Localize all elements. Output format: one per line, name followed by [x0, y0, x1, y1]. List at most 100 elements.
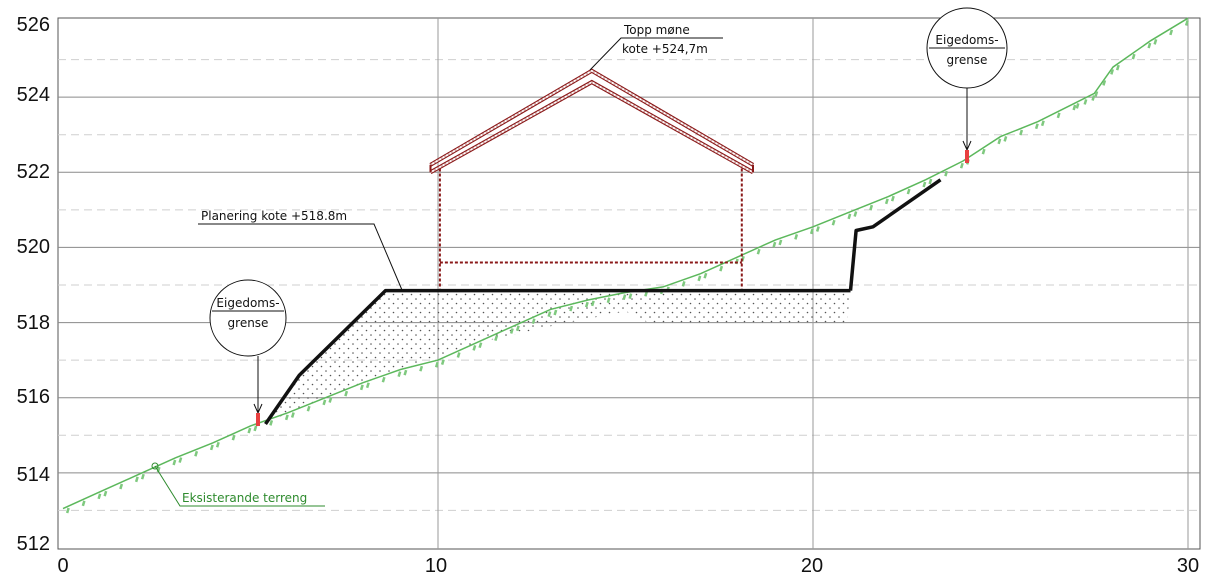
- fill-area: [265, 290, 851, 424]
- terrain-hatch-mark: [478, 342, 483, 349]
- terrain-hatch-mark: [547, 311, 552, 317]
- terrain-hatch-mark: [359, 384, 364, 391]
- terrain-hatch-mark: [890, 195, 895, 202]
- annotation-terrain-leader: [154, 465, 325, 507]
- x-axis-ticks: 0 10 20 30: [57, 555, 1199, 577]
- terrain-hatch-mark: [103, 490, 108, 497]
- terrain-hatch-mark: [847, 213, 852, 220]
- boundary-left-line-2: grense: [228, 316, 269, 330]
- fill-layer: [265, 290, 851, 424]
- annotation-ridge-line-2: kote +524,7m: [622, 42, 708, 56]
- major-grid: [58, 18, 1200, 549]
- terrain-hatch-mark: [344, 390, 349, 397]
- terrain-hatch-mark: [472, 345, 477, 351]
- y-tick-label-516: 516: [17, 386, 50, 408]
- terrain-hatch-mark: [65, 507, 70, 514]
- terrain-hatch-mark: [419, 365, 424, 372]
- terrain-hatch-mark: [778, 239, 783, 246]
- terrain-hatch-mark: [622, 294, 627, 300]
- terrain-hatch-mark: [381, 376, 386, 383]
- terrain-hatch-mark: [209, 444, 214, 451]
- terrain-hatch-mark: [772, 241, 777, 248]
- terrain-hatch-mark: [869, 204, 874, 211]
- terrain-hatch-mark: [172, 459, 177, 466]
- y-tick-label-512: 512: [17, 533, 50, 555]
- terrain-hatch-mark: [1091, 95, 1096, 101]
- roof-inner: [430, 81, 754, 174]
- terrain-hatch-mark: [906, 188, 911, 195]
- terrain-hatch-mark: [584, 301, 589, 308]
- x-tick-label-3: 30: [1177, 555, 1199, 577]
- terrain-hatch-mark: [1131, 53, 1136, 60]
- terrain-hatch-mark: [509, 328, 514, 334]
- terrain-hatch-mark: [697, 275, 702, 282]
- terrain-hatch-mark: [1075, 103, 1080, 109]
- annotation-terrain: Eksisterande terreng: [151, 462, 325, 507]
- annotation-ridge: Topp møne kote +524,7m: [589, 23, 723, 71]
- annotation-grading-leader: [198, 223, 403, 291]
- terrain-hatch-mark: [1040, 120, 1045, 127]
- annotation-grading: Planering kote +518.8m: [198, 209, 403, 291]
- annotation-terrain-text: Eksisterande terreng: [182, 491, 307, 505]
- terrain-hatch-mark: [456, 352, 461, 358]
- terrain-hatch-mark: [553, 309, 558, 316]
- y-tick-label-518: 518: [17, 312, 50, 334]
- annotation-grading-text: Planering kote +518.8m: [201, 209, 347, 223]
- terrain-hatch-mark: [1072, 104, 1077, 111]
- terrain-hatch-mark: [140, 473, 145, 480]
- y-tick-label-524: 524: [17, 84, 50, 106]
- terrain-hatch-mark: [365, 382, 370, 389]
- terrain-hatch-mark: [606, 297, 611, 304]
- boundary-left-line-1: Eigedoms-: [216, 296, 279, 310]
- y-axis-ticks: 512 514 516 518 520 522 524 526: [17, 14, 50, 555]
- roof-inner-dash: [429, 79, 754, 175]
- terrain-hatch-mark: [703, 272, 708, 279]
- terrain-hatch-mark: [981, 148, 986, 155]
- terrain-hatch-mark: [809, 228, 814, 235]
- terrain-hatch-mark: [306, 405, 311, 412]
- y-tick-label-514: 514: [17, 464, 50, 486]
- terrain-hatch-mark: [134, 476, 139, 483]
- terrain-hatch-mark: [884, 198, 889, 205]
- annotation-ridge-leader: [589, 37, 723, 71]
- boundary-left-marker: [256, 413, 260, 426]
- terrain-hatch-mark: [628, 293, 633, 300]
- terrain-hatch-mark: [253, 425, 258, 432]
- terrain-hatch-mark: [1110, 68, 1115, 75]
- y-tick-label-522: 522: [17, 161, 50, 183]
- terrain-hatch-mark: [178, 457, 183, 463]
- terrain-hatch-mark: [1184, 20, 1189, 26]
- terrain-hatch-mark: [1003, 135, 1008, 142]
- terrain-hatch-mark: [1169, 29, 1174, 36]
- terrain-hatch-mark: [1115, 64, 1120, 71]
- terrain-hatch-mark: [719, 265, 724, 272]
- terrain-hatch-mark: [119, 483, 124, 490]
- annotation-ridge-line-1: Topp møne: [623, 23, 690, 37]
- y-tick-label-520: 520: [17, 236, 50, 258]
- terrain-hatch-mark: [959, 162, 964, 169]
- roof-outer: [430, 69, 754, 166]
- terrain-hatch-mark: [853, 211, 858, 217]
- terrain-hatch-mark: [1094, 91, 1099, 97]
- terrain-hatch-mark: [97, 493, 102, 500]
- terrain-hatch-mark: [531, 318, 536, 325]
- profile-layer: [264, 178, 942, 425]
- terrain-hatch-mark: [815, 226, 820, 232]
- terrain-hatch-mark: [403, 369, 408, 376]
- annotation-boundary-right: Eigedoms- grense: [926, 7, 1008, 163]
- terrain-hatch-mark: [1056, 112, 1061, 119]
- x-tick-label-1: 10: [425, 555, 447, 577]
- terrain-hatch-mark: [1153, 39, 1158, 45]
- terrain-hatch-mark: [1147, 42, 1152, 49]
- terrain-hatch-mark: [944, 170, 949, 177]
- terrain-hatch-mark: [590, 300, 595, 307]
- terrain-hatch-mark: [681, 281, 686, 287]
- terrain-hatch-mark: [81, 500, 86, 507]
- terrain-hatch-mark: [231, 434, 236, 441]
- terrain-hatch-mark: [922, 181, 927, 188]
- x-tick-label-2: 20: [801, 555, 823, 577]
- boundary-right-marker: [965, 150, 969, 163]
- terrain-hatch-mark: [247, 427, 252, 434]
- boundary-right-line-1: Eigedoms-: [935, 33, 998, 47]
